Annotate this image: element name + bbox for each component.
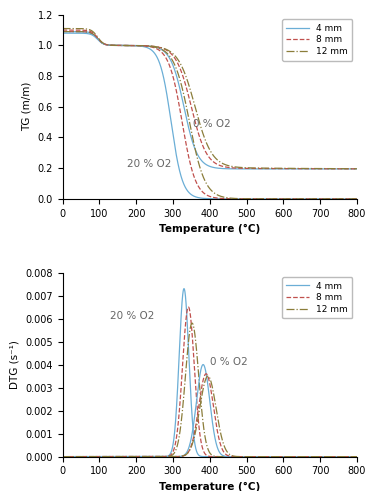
Y-axis label: DTG (s⁻¹): DTG (s⁻¹) [10,340,20,389]
Text: 20 % O2: 20 % O2 [127,159,171,168]
X-axis label: Temperature (°C): Temperature (°C) [159,482,261,491]
X-axis label: Temperature (°C): Temperature (°C) [159,224,261,234]
Text: 0 % O2: 0 % O2 [193,119,231,129]
Legend: 4 mm, 8 mm, 12 mm: 4 mm, 8 mm, 12 mm [282,19,353,61]
Text: 0 % O2: 0 % O2 [210,356,248,367]
Legend: 4 mm, 8 mm, 12 mm: 4 mm, 8 mm, 12 mm [282,277,353,319]
Y-axis label: TG (m/m): TG (m/m) [22,82,32,132]
Text: 20 % O2: 20 % O2 [110,310,155,321]
